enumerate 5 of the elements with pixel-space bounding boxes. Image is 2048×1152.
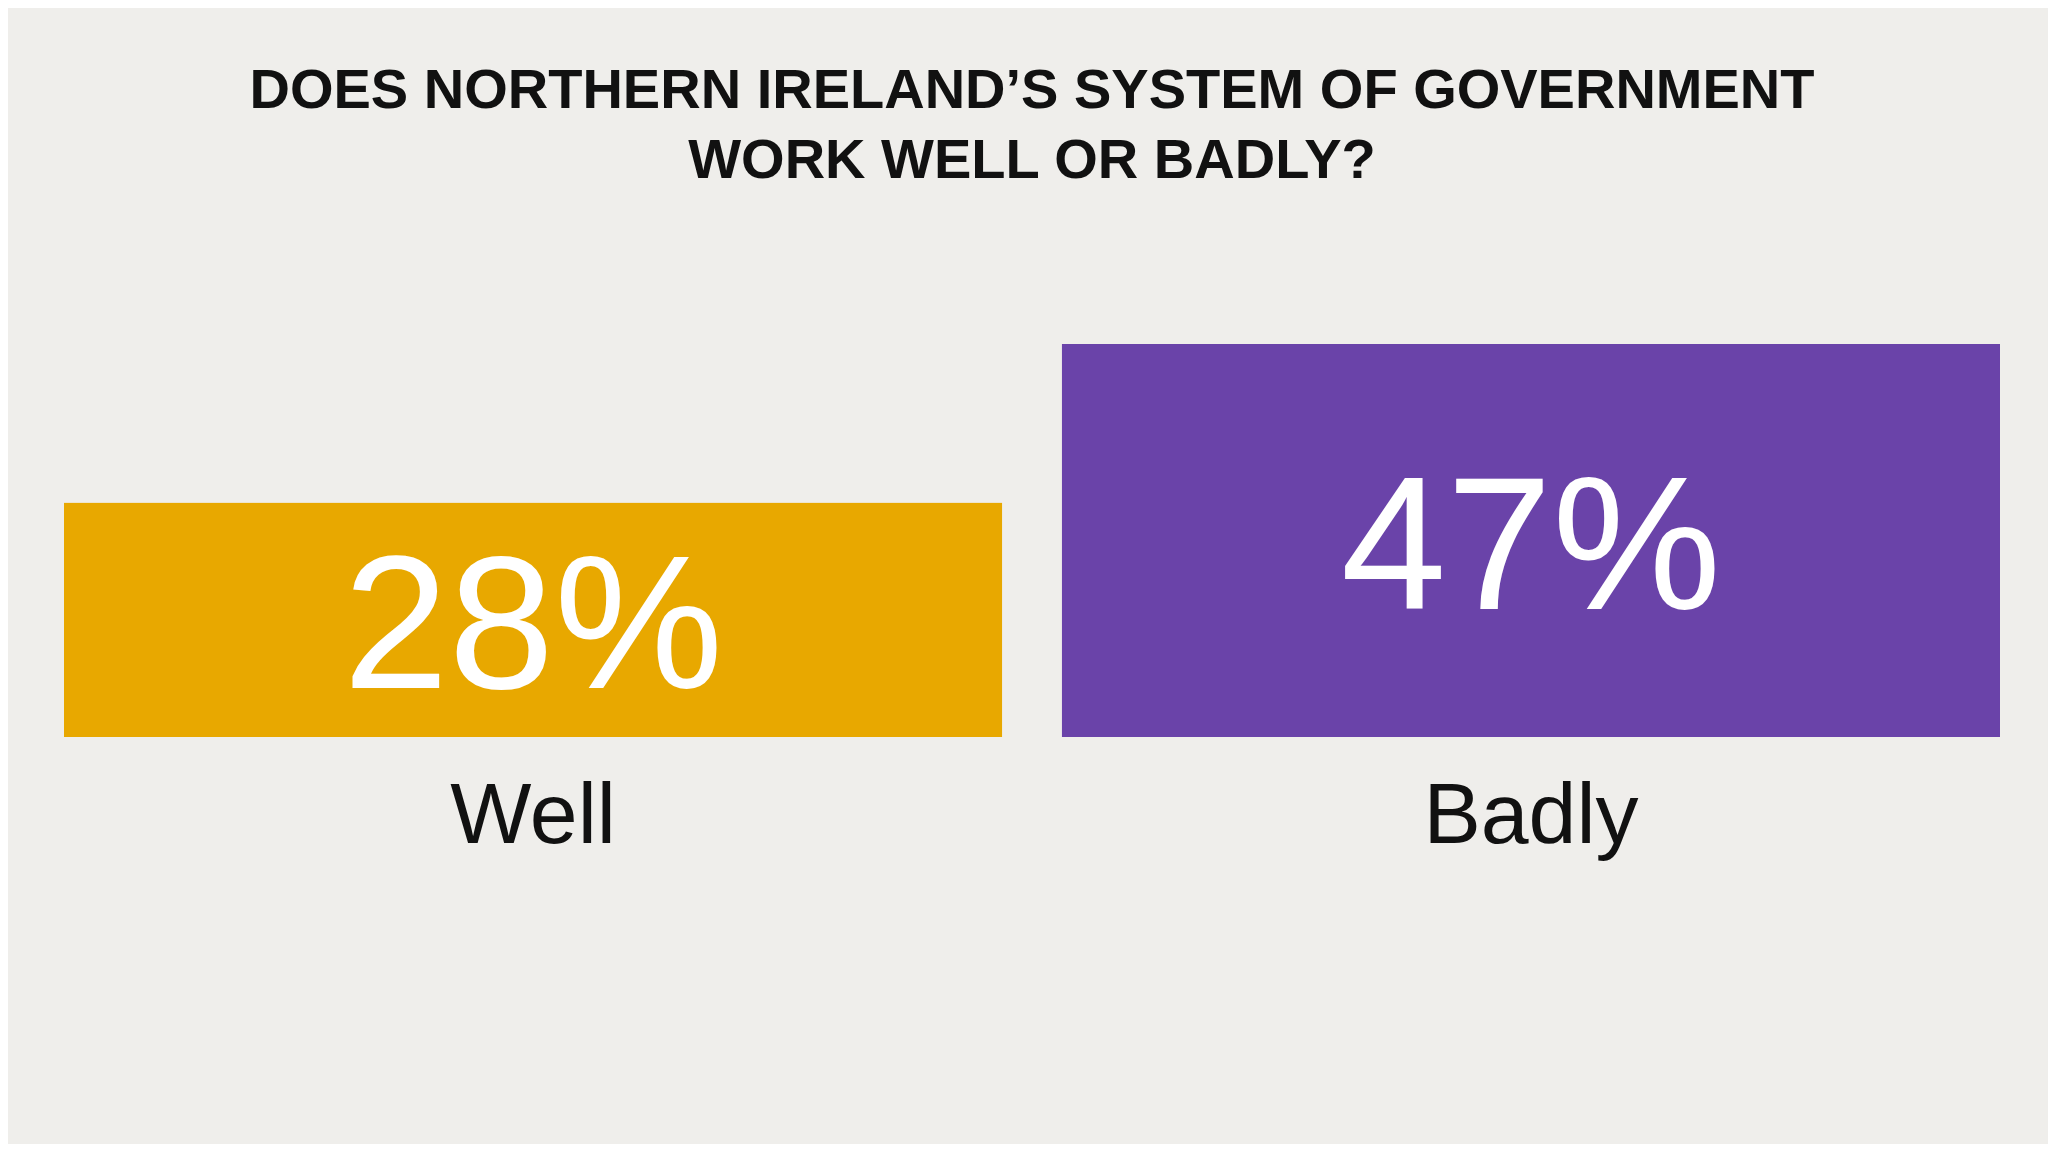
data-label: 28% — [342, 516, 724, 729]
x-tick-label: Badly — [1423, 765, 1639, 861]
x-tick-label: Well — [450, 765, 616, 861]
chart-title: DOES NORTHERN IRELAND’S SYSTEM OF GOVERNMENT WORK WELL OR BADLY? — [249, 57, 1815, 190]
data-label: 47% — [1340, 436, 1722, 649]
